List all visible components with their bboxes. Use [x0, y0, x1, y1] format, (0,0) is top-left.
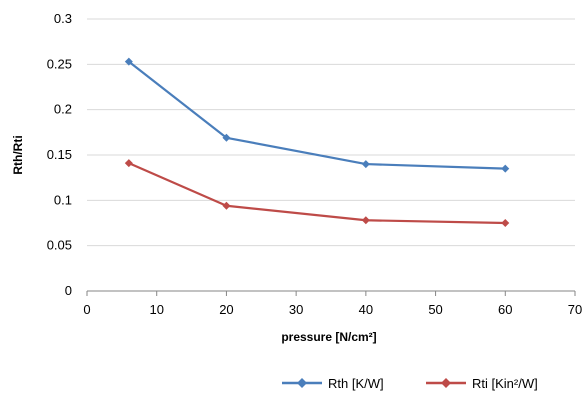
- tick-labels: 0 0.05 0.1 0.15 0.2 0.25 0.3 0 10 20 30 40 50 60 70: [47, 11, 583, 317]
- data-point-2: [361, 216, 370, 225]
- legend-label-2: Rti [Kin²/W]: [472, 376, 538, 391]
- y-tick-label: 0.2: [54, 102, 72, 117]
- y-tick-label: 0.25: [47, 56, 72, 71]
- x-tick-label: 40: [359, 302, 373, 317]
- x-tick-label: 10: [149, 302, 163, 317]
- legend-marker-2: [441, 378, 451, 388]
- y-tick-label: 0.3: [54, 11, 72, 26]
- gridlines: [87, 18, 575, 247]
- x-tick-label: 60: [498, 302, 512, 317]
- x-tick-label: 70: [568, 302, 582, 317]
- x-tick-label: 0: [83, 302, 90, 317]
- data-point-1: [361, 160, 370, 169]
- data-point-1: [124, 57, 133, 66]
- series-line-1: [128, 60, 506, 170]
- series: [124, 57, 510, 227]
- data-point-2: [501, 219, 510, 227]
- y-tick-label: 0.1: [54, 192, 72, 207]
- x-tick-label: 30: [289, 302, 303, 317]
- x-tick-label: 50: [428, 302, 442, 317]
- y-tick-label: 0.05: [47, 238, 72, 253]
- data-point-2: [222, 201, 231, 210]
- data-point-1: [222, 133, 231, 142]
- y-tick-label: 0.15: [47, 147, 72, 162]
- data-point-2: [124, 159, 133, 168]
- legend-marker-1: [297, 378, 307, 388]
- x-tick-label: 20: [219, 302, 233, 317]
- legend-label-1: Rth [K/W]: [328, 376, 384, 391]
- y-axis-title: Rth/Rti: [11, 135, 25, 174]
- axes: [86, 290, 576, 296]
- legend: Rth [K/W] Rti [Kin²/W]: [282, 376, 538, 391]
- y-tick-label: 0: [65, 283, 72, 298]
- x-axis-title: pressure [N/cm²]: [281, 330, 376, 344]
- series-line-2: [128, 162, 506, 225]
- data-point-1: [501, 164, 510, 173]
